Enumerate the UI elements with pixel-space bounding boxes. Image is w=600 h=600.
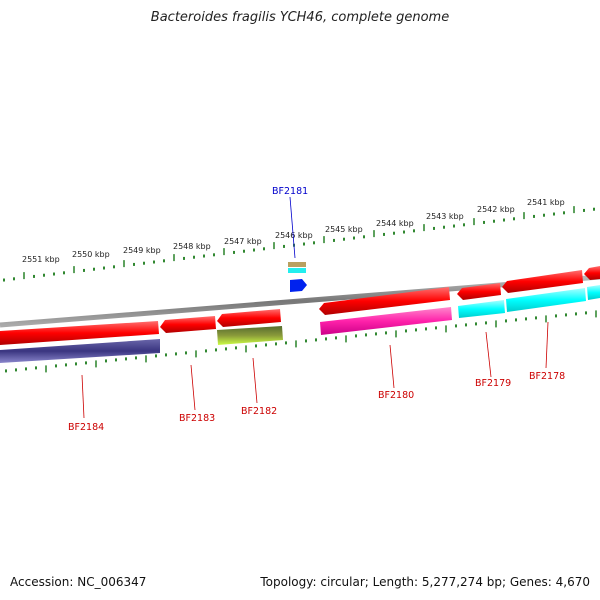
gene-bf2179-arrow[interactable] xyxy=(457,283,501,300)
lower-tick-track xyxy=(5,310,597,373)
ruler-labels: 2551 kbp 2550 kbp 2549 kbp 2548 kbp 2547 kbp… xyxy=(22,198,565,264)
ruler-label: 2549 kbp xyxy=(123,246,161,255)
accession-text: Accession: NC_006347 xyxy=(10,575,147,589)
band-bf2178-cyan xyxy=(506,288,586,312)
gene-label-bf2181[interactable]: BF2181 xyxy=(272,186,308,197)
map-title: Bacteroides fragilis YCH46, complete gen… xyxy=(150,10,450,25)
ruler-label: 2548 kbp xyxy=(173,242,211,251)
ruler-label: 2546 kbp xyxy=(275,231,313,240)
leader-bf2180 xyxy=(389,344,395,389)
gene-label-bf2178[interactable]: BF2178 xyxy=(529,371,565,382)
ruler-label: 2541 kbp xyxy=(527,198,565,207)
gene-bf2184-arrow[interactable] xyxy=(0,321,159,345)
gene-label-bf2183[interactable]: BF2183 xyxy=(179,413,215,424)
band-bf2179-cyan xyxy=(458,300,505,318)
ruler-label: 2547 kbp xyxy=(224,237,262,246)
ruler-label: 2542 kbp xyxy=(477,205,515,214)
ruler-label: 2544 kbp xyxy=(376,219,414,228)
leader-bf2179 xyxy=(485,331,492,378)
ruler-label: 2551 kbp xyxy=(22,255,60,264)
gene-label-bf2184[interactable]: BF2184 xyxy=(68,422,104,433)
upper-tick-track xyxy=(3,206,595,282)
gene-bf2182-arrow[interactable] xyxy=(217,309,281,327)
band-bf2184-navy xyxy=(0,339,160,363)
leader-bf2182 xyxy=(252,357,258,404)
gene-label-bf2179[interactable]: BF2179 xyxy=(475,378,511,389)
gene-label-bf2180[interactable]: BF2180 xyxy=(378,390,414,401)
gene-bf2178-arrow[interactable] xyxy=(502,270,583,293)
gene-bf2180-arrow[interactable] xyxy=(319,287,450,315)
gene-edge-arrow[interactable] xyxy=(584,266,600,280)
leader-bf2184 xyxy=(81,374,85,419)
gene-bf2183-arrow[interactable] xyxy=(160,316,216,333)
band-bf2180-magenta xyxy=(320,307,452,335)
gene-bf2181-arrow[interactable] xyxy=(290,279,307,292)
feature-tan[interactable] xyxy=(288,262,306,267)
topology-info: Topology: circular; Length: 5,277,274 bp… xyxy=(260,575,590,589)
band-edge-cyan xyxy=(587,285,600,300)
gene-label-bf2182[interactable]: BF2182 xyxy=(241,406,277,417)
ruler-label: 2543 kbp xyxy=(426,212,464,221)
feature-cyan-small[interactable] xyxy=(288,268,306,273)
leader-bf2178 xyxy=(545,321,549,369)
ruler-label: 2545 kbp xyxy=(325,225,363,234)
leader-bf2181 xyxy=(289,196,296,259)
leader-bf2183 xyxy=(190,364,196,411)
ruler-label: 2550 kbp xyxy=(72,250,110,259)
band-bf2182-olive xyxy=(217,326,283,345)
